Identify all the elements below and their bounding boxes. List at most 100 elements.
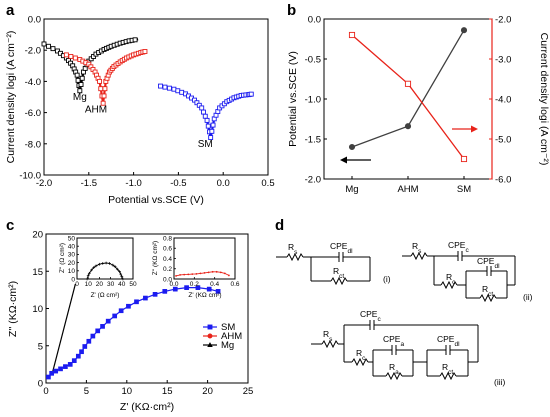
- panel-b-ylabel-right: Current density logi (A cm⁻²): [538, 33, 550, 166]
- panel-c-xtick-label: 15: [162, 386, 173, 397]
- inset-1-ylabel: Z'' (Ω cm²): [59, 243, 66, 273]
- c2-rc-resistor: [440, 280, 458, 290]
- panel-a-ytick-label: -2.0: [25, 46, 41, 57]
- nyquist-point-sm: [53, 368, 59, 374]
- inset-2-point: [195, 272, 198, 275]
- nyquist-point-sm: [112, 313, 118, 319]
- inset-2-ytick-label: 0.4: [163, 256, 172, 263]
- panel-c-label: c: [6, 217, 14, 234]
- legend-marker-mg: [207, 342, 213, 348]
- data-point-ahm: [102, 86, 108, 92]
- data-point-mg: [50, 46, 56, 52]
- panel-a-ytick-label: -8.0: [25, 139, 41, 150]
- data-point-sm: [199, 105, 205, 111]
- c2-rs-resistor: [410, 251, 428, 261]
- right-axis-arrowhead: [471, 125, 478, 133]
- c3-rs-resistor: [321, 339, 339, 349]
- curve-label-mg: Mg: [73, 92, 87, 103]
- inset-2-xtick-label: 0.2: [190, 281, 199, 288]
- panel-b-series: [348, 27, 468, 163]
- panel-a-ytick-label: -6.0: [25, 108, 41, 119]
- inset-1-xtick-label: 50: [129, 281, 137, 288]
- inset-2-ytick-label: 0.6: [163, 246, 172, 253]
- panel-a: a -2.0 -1.5 -1.0 -0.5 0.0 0.50.0-2.0-4.0-6.0-…: [5, 2, 275, 206]
- panel-a-xtick-label: -0.5: [170, 178, 186, 189]
- legend-marker-sm: [207, 324, 213, 330]
- inset-1-ytick-label: 40: [68, 244, 76, 251]
- panel-b-ytick-right-label: -3.0: [495, 55, 511, 66]
- data-point-sm: [201, 109, 206, 115]
- data-point-ahm: [98, 86, 104, 92]
- nyquist-point-sm: [58, 366, 63, 372]
- panel-b-line-left: [351, 29, 465, 148]
- inset-2-point: [211, 270, 214, 273]
- data-point-sm: [209, 128, 215, 134]
- panel-b-ytick-right-label: -6.0: [495, 175, 511, 186]
- inset-1-series: [85, 261, 125, 281]
- inset-2-point: [223, 272, 226, 275]
- nyquist-point-sm: [49, 370, 55, 376]
- c1-rct-label: Rct: [333, 266, 344, 280]
- inset-2-ytick-label: 0.0: [163, 276, 172, 283]
- inset-2-point: [183, 273, 186, 276]
- inset-2-series: [175, 270, 230, 277]
- inset-2-bg: [168, 236, 240, 284]
- panel-b-category-label: AHM: [397, 184, 418, 195]
- data-point-sm: [205, 123, 211, 129]
- panel-b-ytick-right-label: -5.0: [495, 135, 511, 146]
- inset-1-xlabel: Z' (Ω cm²): [91, 292, 120, 299]
- panel-a-xtick-label: -1.0: [125, 178, 141, 189]
- nyquist-point-sm: [195, 285, 201, 290]
- panel-b-point-left: [348, 143, 356, 151]
- nyquist-point-sm: [71, 358, 77, 363]
- c3-rs-label: Rs: [323, 329, 333, 343]
- c3-ra-label: Ra: [389, 362, 399, 376]
- data-point-mg: [79, 75, 85, 81]
- inset-1-ytick-label: 30: [68, 252, 76, 259]
- inset-2-point: [228, 274, 230, 277]
- data-point-ahm: [101, 93, 107, 99]
- inset-1-frame: [76, 237, 134, 280]
- c1-label: (i): [383, 274, 391, 284]
- circuit-iii: Rs CPEc Rc CPEa Ra CPEdl Rct (iii): [311, 309, 505, 387]
- panel-b-ytick-label: -1.0: [305, 95, 321, 106]
- inset-1-xtick-label: 30: [107, 281, 115, 288]
- inset-1-bg: [73, 236, 136, 284]
- legend-entry-sm: SM: [221, 322, 235, 333]
- nyquist-point-sm: [118, 308, 124, 314]
- nyquist-point-sm: [184, 285, 189, 290]
- panel-b-point-right: [348, 31, 356, 39]
- inset-2-point: [187, 273, 190, 276]
- nyquist-point-sm: [79, 349, 84, 355]
- inset-1-xtick-label: 40: [118, 281, 126, 288]
- data-point-mg: [78, 82, 84, 87]
- inset-1-xtick-label: 10: [85, 281, 93, 288]
- c3-cpec-label: CPEc: [360, 309, 381, 323]
- curve-label-sm: SM: [198, 139, 213, 150]
- c2-rct-resistor: [479, 293, 497, 303]
- data-point-mg: [46, 43, 51, 49]
- panel-a-series: [41, 37, 254, 141]
- panel-b: b Mg AHM SM 0.0 -0.5 -1.0 -1.5 -2.0 -2.0 -3.0 -4.0…: [287, 2, 550, 195]
- panel-c-xlabel: Z' (KΩ·cm²): [120, 401, 174, 413]
- nyquist-point-sm: [143, 295, 148, 301]
- nyquist-point-sm: [100, 324, 105, 329]
- c2-label: (ii): [523, 292, 533, 302]
- panel-c-ytick-label: 20: [32, 230, 43, 241]
- legend-entry-ahm: AHM: [221, 331, 242, 342]
- panel-b-point-left: [460, 27, 468, 34]
- inset-1-xtick-label: 20: [96, 281, 104, 288]
- inset-2-ytick-label: 0.8: [163, 235, 172, 242]
- panel-b-ytick-right-label: -4.0: [495, 95, 511, 106]
- panel-d: d Rs CPEdl Rct (i): [275, 217, 533, 387]
- c2-rs-label: Rs: [412, 241, 422, 255]
- panel-c-ticks: 0 5 10 15 20 25 0 5 10 15 20: [32, 230, 253, 398]
- panel-b-point-right: [404, 80, 412, 87]
- nyquist-point-sm: [215, 289, 221, 294]
- panel-c-ytick-label: 5: [38, 341, 43, 352]
- data-point-ahm: [100, 100, 106, 106]
- data-point-mg: [132, 37, 138, 43]
- inset-2-xtick-label: 0.0: [169, 281, 178, 288]
- c2-rct-label: Rct: [482, 284, 493, 298]
